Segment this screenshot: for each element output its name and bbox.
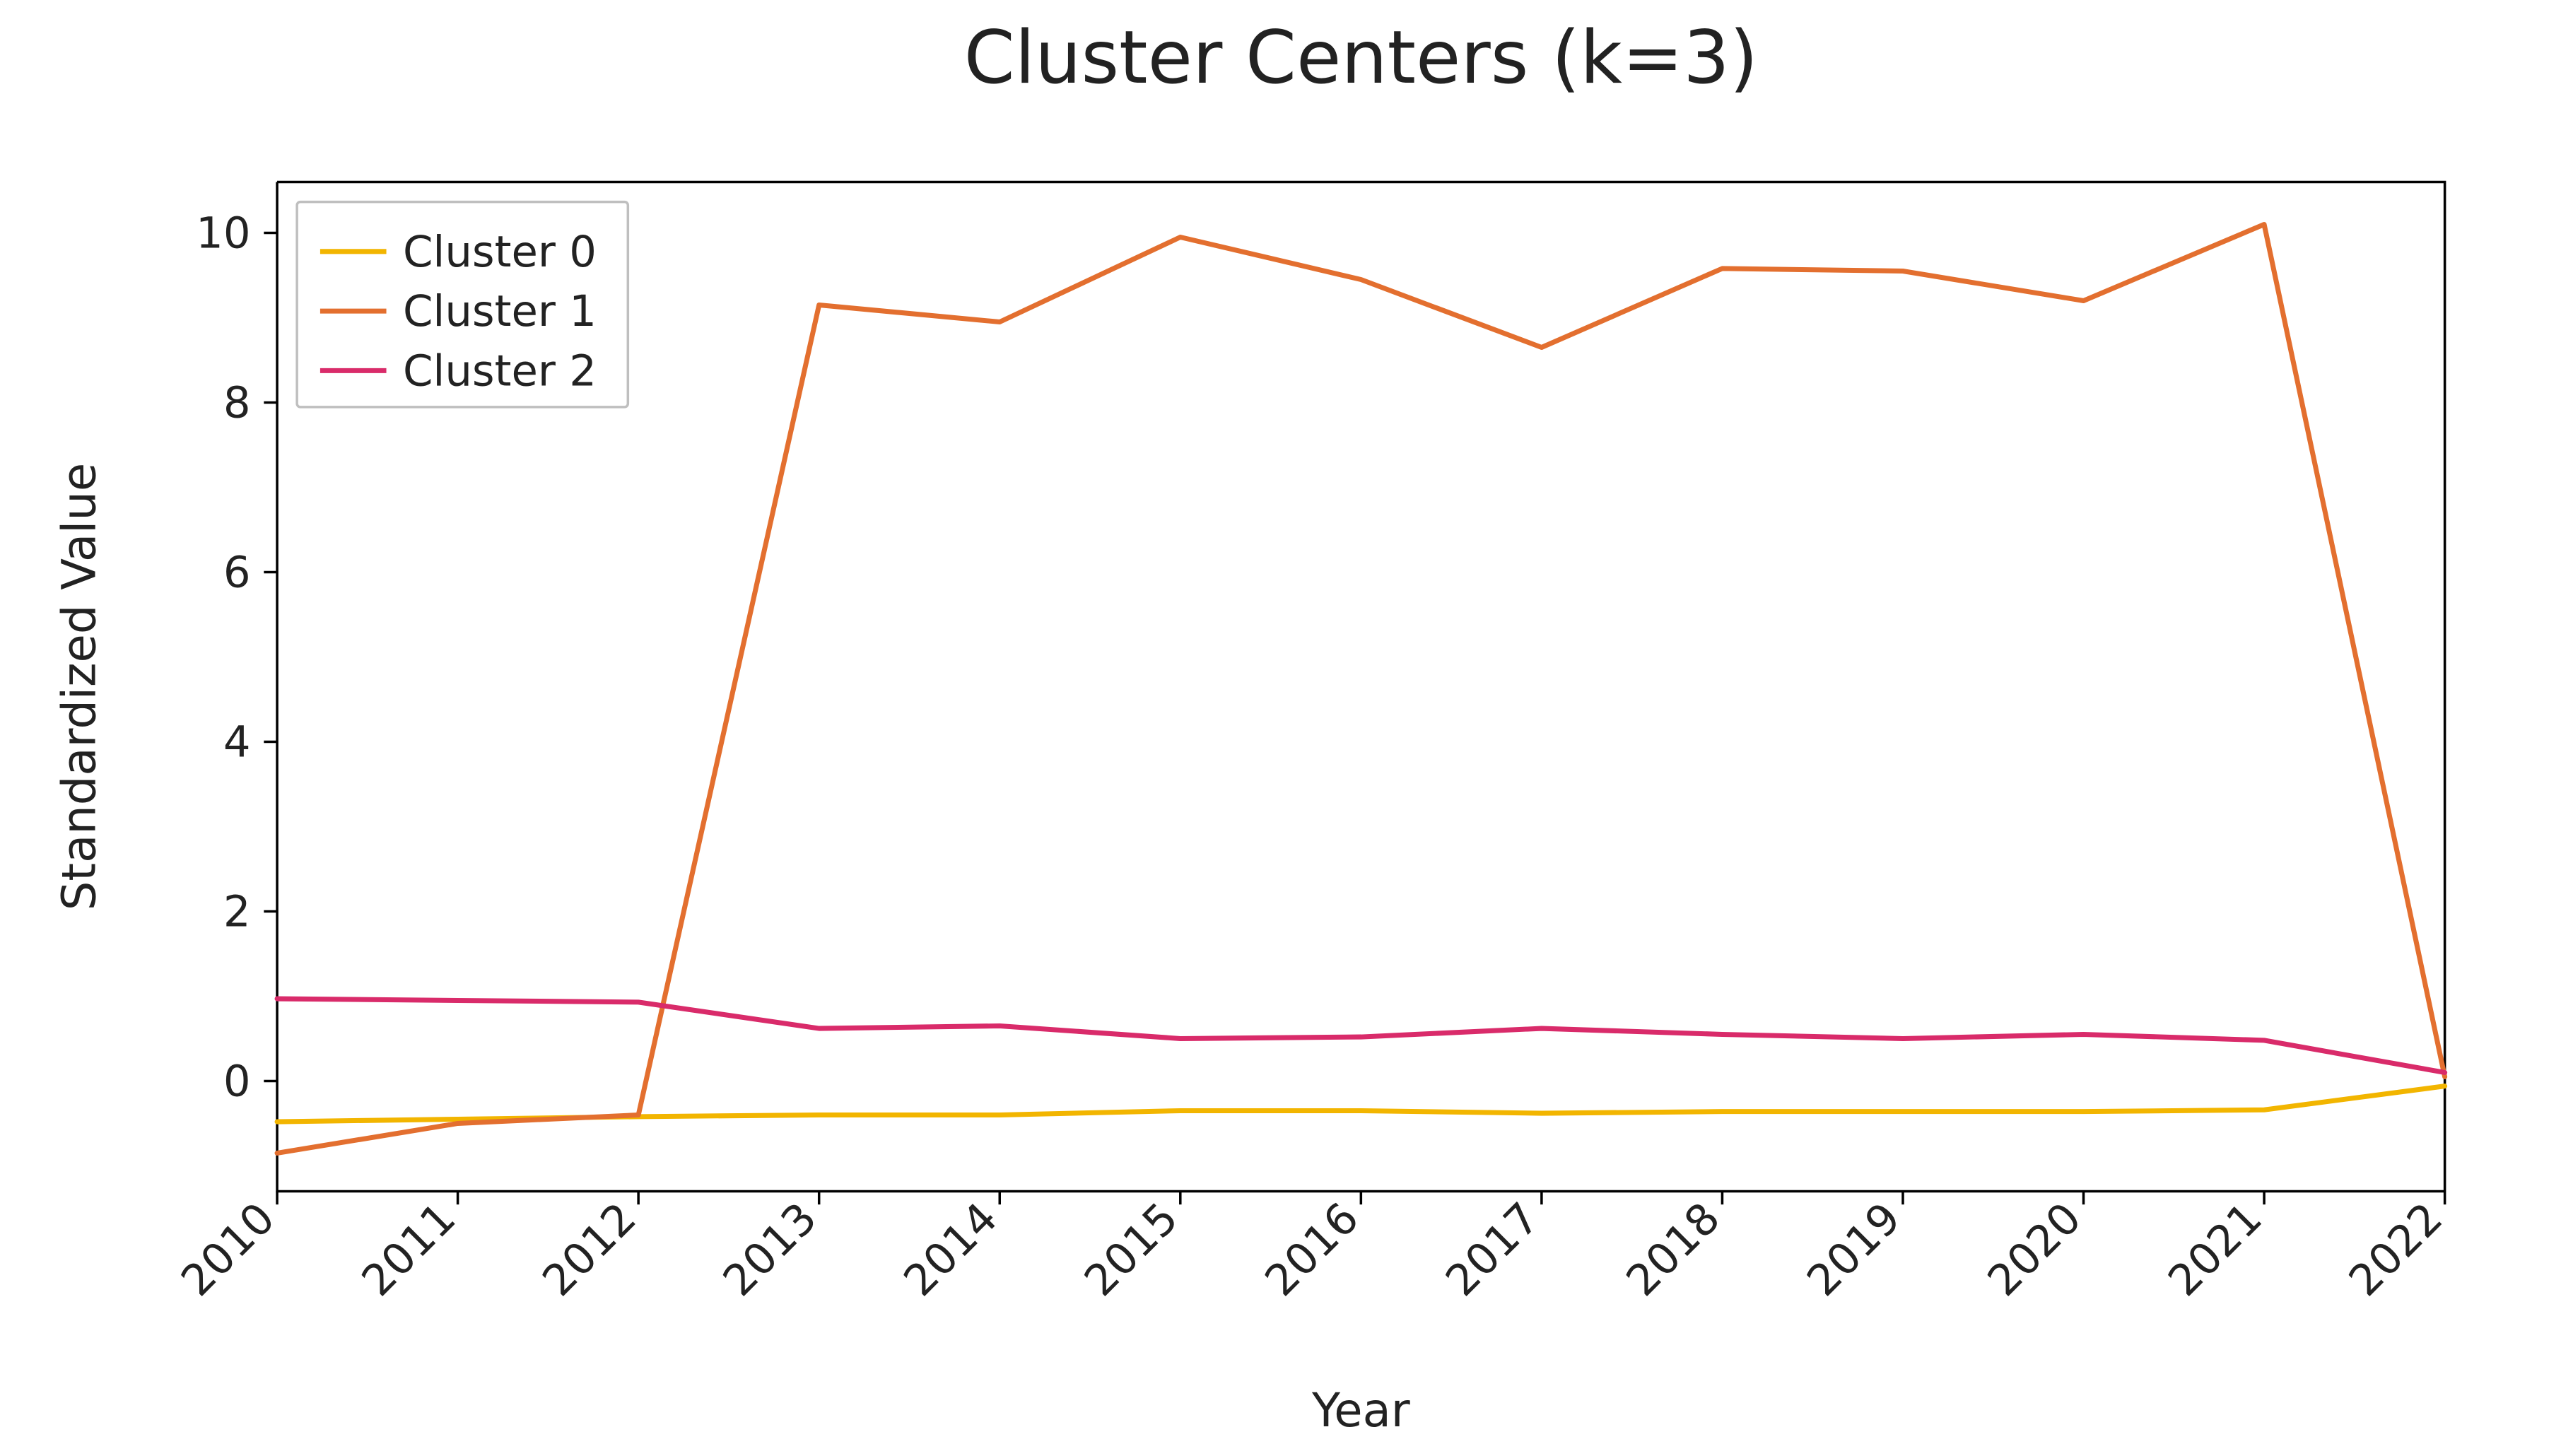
xtick-label: 2020 xyxy=(1979,1194,2091,1306)
xtick-label: 2022 xyxy=(2340,1194,2452,1306)
legend-label-2: Cluster 2 xyxy=(403,346,597,396)
legend-label-1: Cluster 1 xyxy=(403,287,597,336)
xtick-label: 2011 xyxy=(353,1194,465,1306)
xtick-label: 2014 xyxy=(895,1194,1007,1306)
xtick-label: 2012 xyxy=(534,1194,646,1306)
legend-label-0: Cluster 0 xyxy=(403,228,597,277)
ytick-label: 10 xyxy=(196,209,250,259)
xtick-label: 2010 xyxy=(172,1194,285,1306)
chart-svg: Cluster Centers (k=3) 0 2 4 6 8 10 2010 2011 2012… xyxy=(0,0,2573,1456)
xtick-label: 2016 xyxy=(1256,1194,1368,1306)
chart-title: Cluster Centers (k=3) xyxy=(964,16,1758,100)
ytick-label: 4 xyxy=(223,718,251,768)
ytick-label: 6 xyxy=(223,548,251,598)
xtick-label: 2013 xyxy=(714,1194,826,1306)
xtick-label: 2019 xyxy=(1798,1194,1911,1306)
y-axis-label: Standardized Value xyxy=(53,463,107,910)
chart-container: Cluster Centers (k=3) 0 2 4 6 8 10 2010 2011 2012… xyxy=(0,0,2573,1456)
xtick-label: 2015 xyxy=(1075,1194,1188,1306)
x-axis-label: Year xyxy=(1311,1384,1410,1438)
xtick-label: 2021 xyxy=(2159,1194,2272,1306)
xtick-label: 2018 xyxy=(1617,1194,1730,1306)
xtick-label: 2017 xyxy=(1436,1194,1549,1306)
ytick-label: 0 xyxy=(223,1057,251,1107)
ytick-label: 8 xyxy=(223,379,251,428)
ytick-label: 2 xyxy=(223,888,251,937)
series-line-2 xyxy=(277,999,2445,1072)
